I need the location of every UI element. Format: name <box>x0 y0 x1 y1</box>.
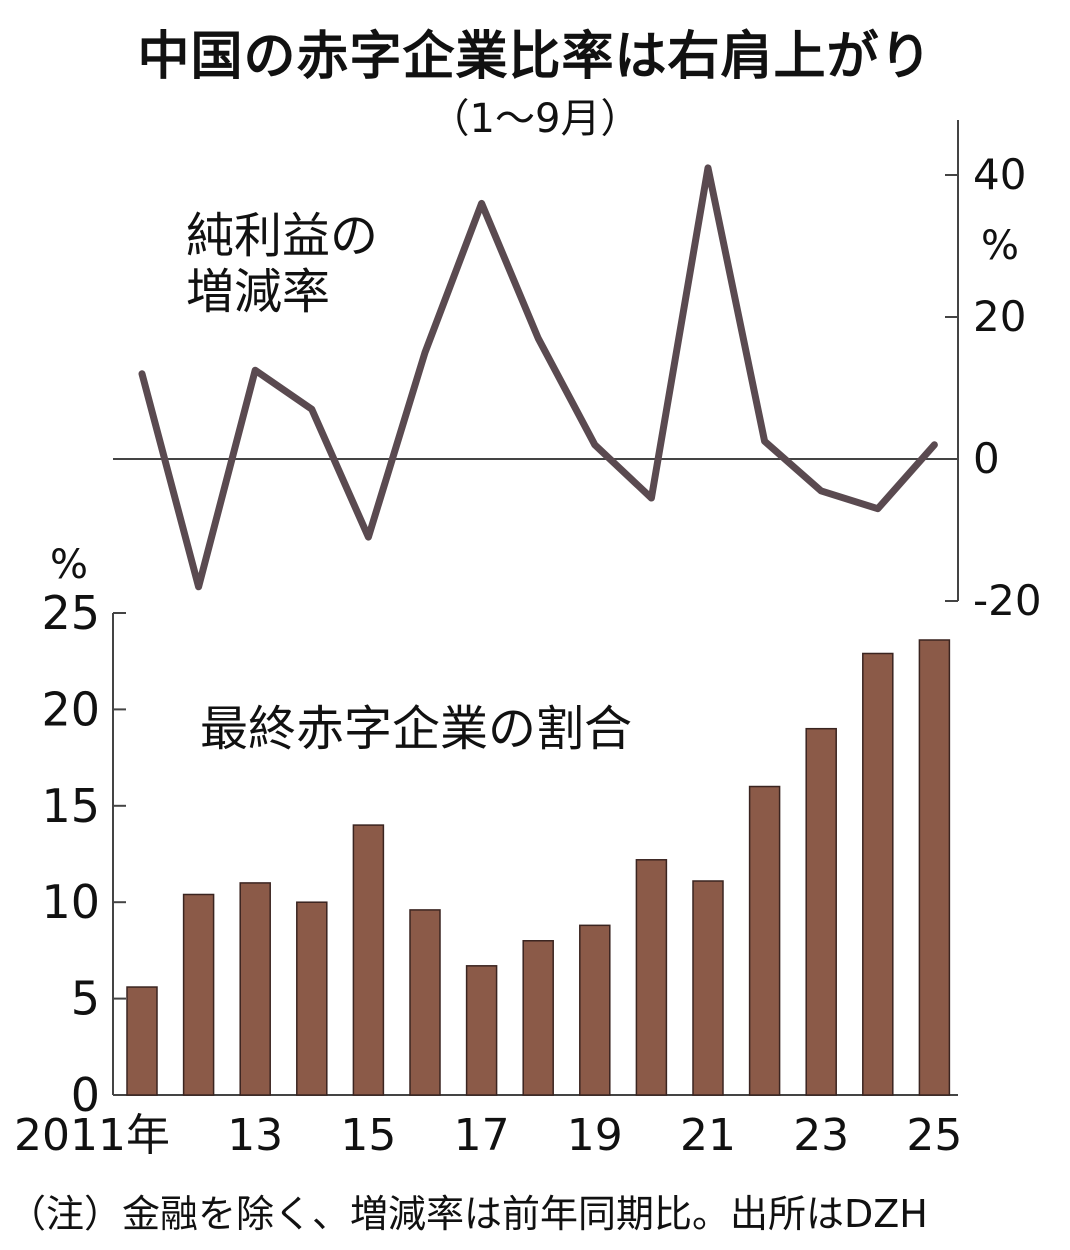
line-point-2021 <box>705 164 711 171</box>
line-point-2025 <box>931 441 938 448</box>
bar-2015 <box>352 824 385 1096</box>
line-point-2022 <box>761 438 768 445</box>
bar-y-tick-label: 20 <box>41 682 100 736</box>
line-point-2024 <box>874 505 881 512</box>
line-point-2020 <box>648 495 655 502</box>
bar-x-tick-label: 2011年 <box>14 1110 170 1161</box>
line-y-tick-label: 40 <box>973 150 1026 199</box>
bar-x-tick-label: 15 <box>340 1110 396 1161</box>
bar-2023 <box>805 727 837 1096</box>
bar-2024 <box>862 652 894 1096</box>
bar-x-tick-label: 19 <box>567 1110 623 1161</box>
bar-x-tick-label: 17 <box>454 1110 510 1161</box>
chart-subtitle: （1～9月） <box>429 96 641 142</box>
bar-x-tick-label: 25 <box>906 1110 962 1161</box>
bar-2013 <box>239 882 271 1096</box>
line-point-2012 <box>195 583 202 590</box>
line-point-2023 <box>818 487 825 494</box>
bar-2012 <box>182 893 215 1096</box>
bar-x-tick-label: 21 <box>680 1110 736 1161</box>
line-series-label: 増減率 <box>186 264 330 320</box>
bar-2019 <box>579 924 611 1096</box>
bar-2022 <box>748 785 781 1096</box>
bar-x-tick-label: 13 <box>227 1110 283 1161</box>
line-point-2013 <box>252 367 259 374</box>
line-y-tick-label: 0 <box>973 434 1000 483</box>
line-point-2017 <box>478 200 485 207</box>
bar-2017 <box>465 965 498 1096</box>
bar-2021 <box>692 880 724 1096</box>
bar-2016 <box>409 909 441 1096</box>
chart-title: 中国の赤字企業比率は右肩上がり <box>137 27 933 87</box>
line-point-2014 <box>308 406 315 413</box>
footnote: （注）金融を除く、増減率は前年同期比。出所はDZH <box>8 1192 928 1236</box>
bar-2020 <box>635 859 668 1096</box>
bar-y-tick-label: 15 <box>41 779 100 833</box>
bar-y-tick-label: 25 <box>41 586 100 640</box>
bar-y-unit: % <box>50 542 88 588</box>
line-y-tick-label: 20 <box>973 292 1026 341</box>
bar-2025 <box>918 639 951 1096</box>
line-point-2016 <box>422 349 428 356</box>
line-point-2015 <box>365 534 372 541</box>
bar-2014 <box>296 901 328 1096</box>
line-y-unit: % <box>981 223 1019 269</box>
bar-y-tick-label: 0 <box>71 1068 100 1122</box>
line-point-2011 <box>139 370 145 377</box>
bar-y-tick-label: 5 <box>71 972 100 1026</box>
bar-chart-panel: 25 20 15 10 5 0% 最終赤字企業の割合 2011年 13 15 17 19 21 23 25 <box>14 542 962 1161</box>
bar-x-tick-label: 23 <box>793 1110 849 1161</box>
line-series-label: 純利益の <box>186 208 378 264</box>
bar-series-label: 最終赤字企業の割合 <box>200 701 632 757</box>
bar-y-tick-label: 10 <box>41 875 100 929</box>
line-point-2018 <box>535 335 542 342</box>
line-y-tick-label: -20 <box>973 576 1042 625</box>
line-point-2019 <box>591 441 598 448</box>
bar-2011 <box>126 986 158 1096</box>
bar-2018 <box>522 940 554 1096</box>
